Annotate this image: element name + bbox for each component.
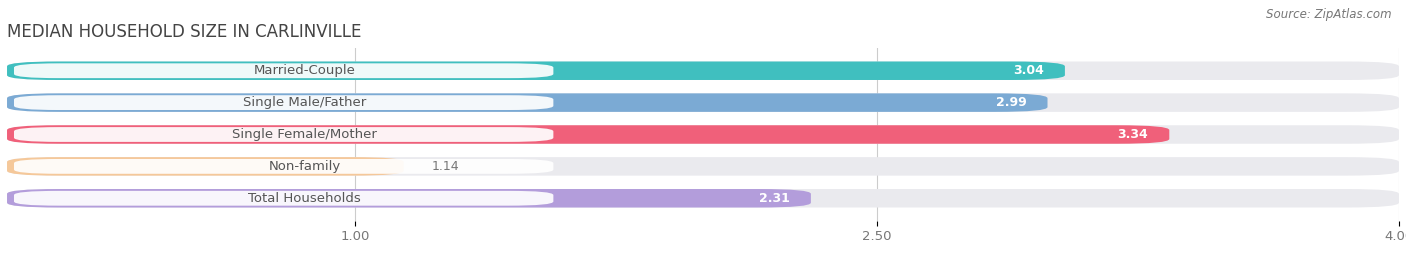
Text: Single Male/Father: Single Male/Father xyxy=(243,96,366,109)
Text: 2.31: 2.31 xyxy=(759,192,790,205)
FancyBboxPatch shape xyxy=(7,93,1399,112)
Text: Married-Couple: Married-Couple xyxy=(253,64,356,77)
Text: MEDIAN HOUSEHOLD SIZE IN CARLINVILLE: MEDIAN HOUSEHOLD SIZE IN CARLINVILLE xyxy=(7,23,361,41)
FancyBboxPatch shape xyxy=(14,63,554,78)
Text: Source: ZipAtlas.com: Source: ZipAtlas.com xyxy=(1267,8,1392,21)
FancyBboxPatch shape xyxy=(7,157,1399,176)
FancyBboxPatch shape xyxy=(7,125,1399,144)
Text: 1.14: 1.14 xyxy=(432,160,460,173)
Text: Total Households: Total Households xyxy=(249,192,361,205)
FancyBboxPatch shape xyxy=(14,95,554,110)
FancyBboxPatch shape xyxy=(7,157,404,176)
Text: 3.04: 3.04 xyxy=(1014,64,1045,77)
Text: Single Female/Mother: Single Female/Mother xyxy=(232,128,377,141)
Text: 2.99: 2.99 xyxy=(995,96,1026,109)
FancyBboxPatch shape xyxy=(14,191,554,206)
Text: 3.34: 3.34 xyxy=(1118,128,1149,141)
FancyBboxPatch shape xyxy=(14,159,554,174)
FancyBboxPatch shape xyxy=(7,189,811,207)
FancyBboxPatch shape xyxy=(7,93,1047,112)
FancyBboxPatch shape xyxy=(14,127,554,142)
FancyBboxPatch shape xyxy=(7,62,1399,80)
FancyBboxPatch shape xyxy=(7,62,1064,80)
FancyBboxPatch shape xyxy=(7,189,1399,207)
Text: Non-family: Non-family xyxy=(269,160,340,173)
FancyBboxPatch shape xyxy=(7,125,1170,144)
